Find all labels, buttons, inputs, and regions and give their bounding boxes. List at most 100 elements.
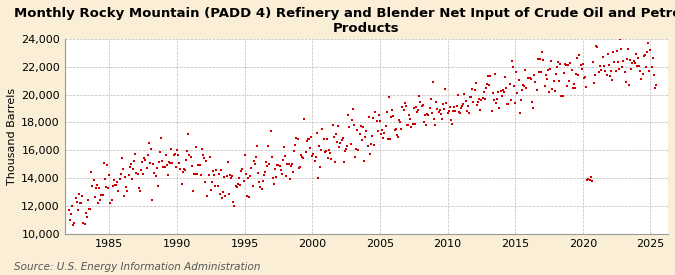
Point	[628, 59, 639, 63]
Point	[459, 92, 470, 96]
Point	[487, 91, 498, 96]
Point	[174, 160, 185, 165]
Point	[572, 56, 583, 60]
Point	[555, 62, 566, 66]
Point	[84, 207, 95, 211]
Point	[267, 155, 277, 160]
Point	[167, 160, 178, 165]
Point	[76, 200, 86, 205]
Point	[526, 77, 537, 81]
Point	[225, 173, 236, 177]
Point	[554, 78, 564, 83]
Point	[500, 75, 510, 79]
Point	[300, 150, 311, 155]
Point	[506, 59, 517, 63]
Point	[166, 146, 177, 151]
Point	[200, 180, 211, 184]
Point	[223, 191, 234, 196]
Point	[257, 179, 268, 184]
Point	[458, 102, 468, 106]
Point	[244, 195, 254, 199]
Point	[601, 73, 612, 77]
Point	[72, 199, 82, 204]
Point	[622, 47, 633, 51]
Point	[430, 123, 441, 127]
Point	[425, 97, 436, 101]
Point	[284, 162, 294, 167]
Point	[405, 117, 416, 121]
Point	[364, 152, 375, 156]
Point	[92, 200, 103, 205]
Point	[533, 70, 544, 74]
Point	[379, 131, 390, 135]
Point	[589, 81, 599, 85]
Point	[410, 122, 421, 126]
Point	[398, 108, 409, 112]
Point	[545, 67, 556, 72]
Point	[131, 171, 142, 175]
Point	[286, 164, 296, 168]
Point	[290, 143, 301, 147]
Point	[159, 165, 170, 170]
Point	[651, 82, 661, 87]
Point	[183, 131, 194, 136]
Point	[113, 189, 124, 193]
Point	[469, 88, 480, 92]
Point	[462, 104, 473, 109]
Point	[169, 152, 180, 156]
Point	[577, 62, 588, 66]
Point	[421, 123, 431, 127]
Point	[355, 123, 366, 128]
Point	[319, 150, 330, 154]
Point	[203, 173, 214, 178]
Point	[82, 215, 92, 219]
Point	[442, 111, 453, 115]
Point	[126, 161, 136, 166]
Point	[136, 160, 147, 164]
Point	[252, 170, 263, 175]
Point	[645, 48, 656, 52]
Point	[287, 161, 298, 166]
Point	[649, 86, 660, 90]
Point	[346, 118, 357, 122]
Point	[550, 72, 561, 76]
Point	[307, 154, 318, 158]
Point	[128, 167, 138, 172]
Point	[104, 173, 115, 177]
Point	[371, 119, 382, 123]
Point	[372, 128, 383, 133]
Point	[336, 138, 347, 142]
Point	[345, 141, 356, 146]
Point	[148, 162, 159, 166]
Point	[451, 104, 462, 109]
Point	[163, 173, 173, 177]
Point	[587, 59, 598, 64]
Point	[136, 167, 146, 172]
Point	[376, 131, 387, 136]
Point	[422, 112, 433, 117]
Point	[578, 76, 589, 81]
Point	[255, 185, 266, 189]
Point	[175, 167, 186, 171]
Point	[538, 57, 549, 62]
Point	[334, 144, 345, 149]
Point	[471, 103, 482, 107]
Point	[331, 132, 342, 136]
Point	[218, 190, 229, 194]
Point	[348, 107, 358, 111]
Point	[475, 108, 485, 112]
Point	[593, 70, 604, 75]
Point	[236, 169, 246, 173]
Point	[88, 178, 99, 182]
Point	[562, 84, 572, 89]
Point	[284, 177, 295, 182]
Point	[246, 166, 256, 170]
Point	[181, 157, 192, 162]
Point	[587, 179, 597, 183]
Point	[602, 51, 613, 56]
Point	[259, 173, 269, 177]
Point	[353, 148, 364, 152]
Point	[209, 173, 219, 177]
Point	[119, 194, 130, 198]
Point	[242, 176, 253, 180]
